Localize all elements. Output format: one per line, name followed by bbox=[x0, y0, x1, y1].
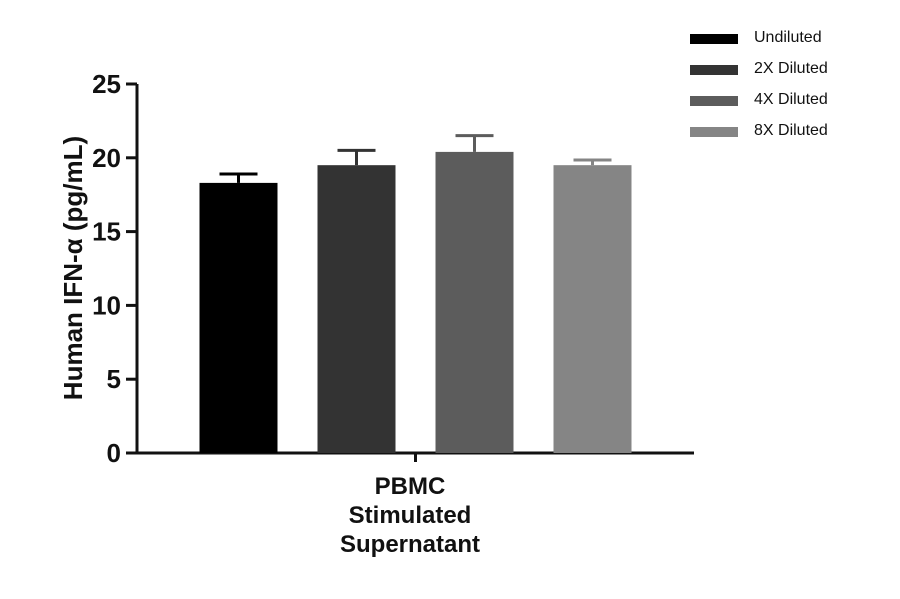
x-category-label: PBMC Stimulated Supernatant bbox=[339, 473, 480, 558]
legend-swatch bbox=[690, 34, 738, 44]
legend-label: 4X Diluted bbox=[754, 91, 828, 108]
y-tick-label: 15 bbox=[92, 217, 121, 247]
y-tick-label: 5 bbox=[107, 364, 121, 394]
y-tick-label: 25 bbox=[92, 69, 121, 99]
y-tick-label: 0 bbox=[107, 438, 121, 468]
bar bbox=[199, 182, 278, 453]
legend-label: 2X Diluted bbox=[754, 60, 828, 77]
y-tick-label: 20 bbox=[92, 143, 121, 173]
legend-label: Undiluted bbox=[754, 29, 822, 46]
y-tick-label: 10 bbox=[92, 290, 121, 320]
legend-swatch bbox=[690, 65, 738, 75]
legend-swatch bbox=[690, 127, 738, 137]
legend-item: 2X Diluted bbox=[690, 59, 890, 90]
legend-item: 8X Diluted bbox=[690, 121, 890, 152]
bar bbox=[553, 165, 632, 453]
legend-swatch bbox=[690, 96, 738, 106]
legend-label: 8X Diluted bbox=[754, 122, 828, 139]
legend: Undiluted 2X Diluted 4X Diluted 8X Dilut… bbox=[690, 28, 890, 152]
legend-item: Undiluted bbox=[690, 28, 890, 59]
bar bbox=[317, 165, 396, 453]
bar bbox=[435, 151, 514, 453]
y-axis-label: Human IFN-α (pg/mL) bbox=[58, 136, 88, 400]
legend-item: 4X Diluted bbox=[690, 90, 890, 121]
